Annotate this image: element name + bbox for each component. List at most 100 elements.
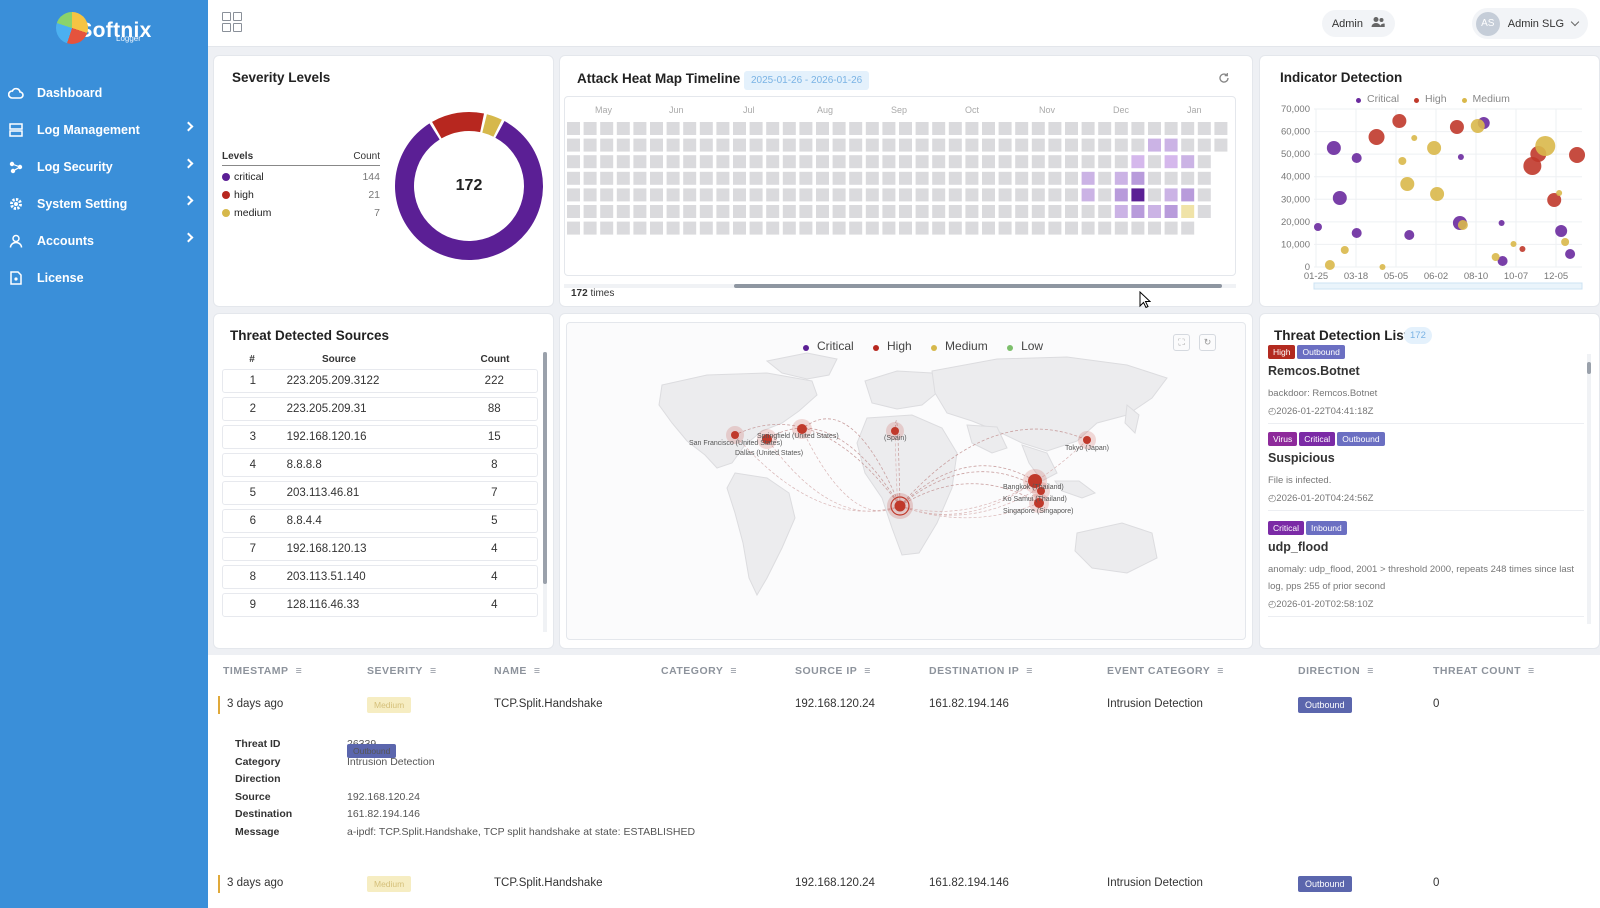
heatmap-cell[interactable] — [932, 155, 946, 169]
heatmap-cell[interactable] — [766, 188, 780, 202]
heatmap-cell[interactable] — [832, 138, 846, 152]
threat-list-item[interactable]: High Outbound Remcos.Botnet backdoor: Remco… — [1268, 344, 1584, 424]
table-row[interactable]: 3 days ago Medium TCP.Split.Handshake 19… — [208, 870, 1600, 898]
heatmap-cell[interactable] — [600, 205, 614, 218]
heatmap-cell[interactable] — [666, 205, 680, 218]
heatmap-cell[interactable] — [998, 188, 1012, 202]
map-marker[interactable] — [797, 424, 807, 434]
world-map[interactable]: San Francisco (United States) Springfield… — [566, 322, 1246, 640]
heatmap-cell[interactable] — [567, 155, 580, 169]
col-source-ip[interactable]: SOURCE IP ≡ — [795, 665, 871, 677]
heatmap-cell[interactable] — [948, 171, 962, 185]
heatmap-cell[interactable] — [650, 171, 663, 185]
heatmap-cell[interactable] — [633, 188, 647, 202]
heatmap-cell[interactable] — [799, 205, 813, 218]
severity-row-medium[interactable]: medium 7 — [222, 202, 380, 220]
heatmap-cell[interactable] — [932, 188, 946, 202]
heatmap-cell[interactable] — [699, 138, 713, 152]
heatmap-cell[interactable] — [666, 155, 680, 169]
table-row[interactable]: 6 8.8.4.4 5 — [222, 509, 538, 533]
heatmap-cell[interactable] — [666, 221, 680, 235]
map-legend-low[interactable]: Low — [1007, 339, 1051, 353]
heatmap-cell[interactable] — [1148, 138, 1161, 152]
heatmap-cell[interactable] — [965, 221, 979, 235]
table-row[interactable]: 2 223.205.209.31 88 — [222, 397, 538, 421]
heatmap-cell[interactable] — [616, 221, 630, 235]
heatmap-cell[interactable] — [965, 171, 979, 185]
table-row[interactable]: 3 192.168.120.16 15 — [222, 425, 538, 449]
heatmap-cell[interactable] — [567, 138, 580, 152]
heatmap-cell[interactable] — [849, 205, 863, 218]
heatmap-cell[interactable] — [882, 188, 896, 202]
heatmap-cell[interactable] — [1114, 171, 1128, 185]
heatmap-cell[interactable] — [982, 138, 995, 152]
heatmap-cell[interactable] — [1131, 221, 1145, 235]
heatmap-cell[interactable] — [583, 171, 597, 185]
heatmap-cell[interactable] — [1081, 205, 1095, 218]
heatmap-cell[interactable] — [1164, 122, 1178, 135]
heatmap-cell[interactable] — [1131, 188, 1145, 202]
heatmap-cell[interactable] — [583, 188, 597, 202]
map-marker[interactable] — [762, 434, 772, 444]
heatmap-cell[interactable] — [1065, 138, 1078, 152]
heatmap-cell[interactable] — [766, 122, 780, 135]
heatmap-cell[interactable] — [816, 205, 829, 218]
heatmap-cell[interactable] — [1114, 221, 1128, 235]
heatmap-cell[interactable] — [733, 171, 746, 185]
map-legend-high[interactable]: High — [873, 339, 920, 353]
heatmap-cell[interactable] — [716, 155, 730, 169]
heatmap-cell[interactable] — [716, 138, 730, 152]
heatmap-cell[interactable] — [749, 188, 763, 202]
heatmap-cell[interactable] — [1164, 138, 1178, 152]
heatmap-cell[interactable] — [1081, 138, 1095, 152]
apps-grid-icon[interactable] — [222, 12, 242, 32]
col-destination-ip[interactable]: DESTINATION IP ≡ — [929, 665, 1033, 677]
heatmap-cell[interactable] — [816, 171, 829, 185]
heatmap-cell[interactable] — [650, 188, 663, 202]
scatter-point[interactable] — [1324, 260, 1335, 270]
heatmap-cell[interactable] — [567, 122, 580, 135]
heatmap-cell[interactable] — [915, 188, 929, 202]
fullscreen-icon[interactable]: ⛶ — [1173, 334, 1190, 351]
scatter-point[interactable] — [1470, 119, 1485, 133]
heatmap-cell[interactable] — [1081, 171, 1095, 185]
heatmap-cell[interactable] — [683, 122, 697, 135]
scatter-point[interactable] — [1340, 246, 1349, 254]
heatmap-cell[interactable] — [616, 188, 630, 202]
scatter-point[interactable] — [1427, 141, 1442, 155]
heatmap-cell[interactable] — [1015, 122, 1029, 135]
heatmap-cell[interactable] — [1164, 188, 1178, 202]
sidebar-item-log-management[interactable]: Log Management — [0, 111, 208, 148]
legend-medium[interactable]: Medium — [1461, 93, 1516, 105]
heatmap-cell[interactable] — [699, 205, 713, 218]
scatter-point[interactable] — [1392, 114, 1407, 128]
heatmap-cell[interactable] — [1065, 155, 1078, 169]
sources-scrollbar[interactable] — [543, 352, 547, 632]
table-row[interactable]: 4 8.8.8.8 8 — [222, 453, 538, 477]
heatmap-cell[interactable] — [633, 221, 647, 235]
heatmap-cell[interactable] — [749, 171, 763, 185]
heatmap-cell[interactable] — [567, 188, 580, 202]
heatmap-cell[interactable] — [816, 138, 829, 152]
heatmap-cell[interactable] — [832, 221, 846, 235]
table-row[interactable]: 3 days ago Medium TCP.Split.Handshake 19… — [208, 691, 1600, 719]
heatmap-cell[interactable] — [1031, 171, 1045, 185]
heatmap-cell[interactable] — [600, 155, 614, 169]
heatmap-cell[interactable] — [1114, 155, 1128, 169]
user-menu[interactable]: AS Admin SLG — [1471, 8, 1588, 39]
heatmap-cell[interactable] — [882, 221, 896, 235]
heatmap-cell[interactable] — [799, 138, 813, 152]
severity-donut-chart[interactable] — [389, 106, 549, 266]
scatter-point[interactable] — [1565, 249, 1576, 259]
table-row[interactable]: 9 128.116.46.33 4 — [222, 593, 538, 617]
heatmap-cell[interactable] — [799, 188, 813, 202]
heatmap-cell[interactable] — [1114, 188, 1128, 202]
heatmap-cell[interactable] — [1148, 171, 1161, 185]
heatmap-cell[interactable] — [1015, 155, 1029, 169]
heatmap-cell[interactable] — [733, 205, 746, 218]
heatmap-cell[interactable] — [633, 155, 647, 169]
heatmap-cell[interactable] — [616, 122, 630, 135]
map-marker[interactable] — [1028, 474, 1042, 488]
scatter-point[interactable] — [1411, 135, 1418, 141]
table-row[interactable]: 8 203.113.51.140 4 — [222, 565, 538, 589]
